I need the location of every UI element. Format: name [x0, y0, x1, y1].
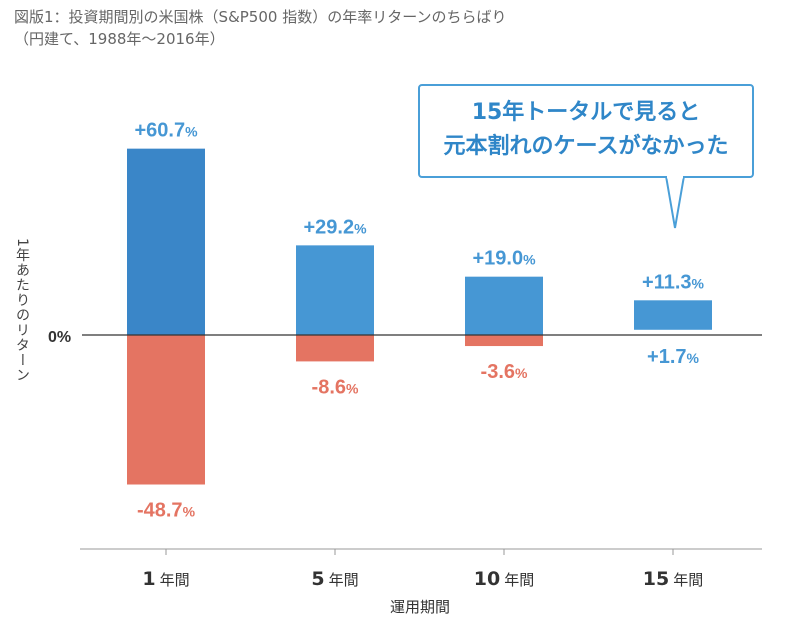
label-max-1: +29.2% [303, 216, 367, 238]
callout-box: 15年トータルで見ると 元本割れのケースがなかった [418, 84, 754, 178]
zero-label: 0% [48, 329, 71, 346]
callout-tail [664, 176, 686, 229]
label-min-0: -48.7% [137, 500, 196, 522]
label-max-2: +19.0% [472, 248, 536, 270]
label-max-0: +60.7% [134, 120, 198, 142]
bar-max-1 [296, 245, 374, 335]
label-min-2: -3.6% [481, 361, 528, 383]
x-tick-label-2: 10 年間 [474, 568, 534, 590]
x-tick-label-1: 5 年間 [311, 568, 358, 590]
chart-title-line1: 図版1：投資期間別の米国株（S&P500 指数）の年率リターンのちらばり [14, 8, 507, 26]
label-max-3: +11.3% [642, 271, 705, 293]
x-tick-label-0: 1 年間 [142, 568, 189, 590]
callout-line2: 元本割れのケースがなかった [443, 134, 729, 159]
x-tick-label-3: 15 年間 [643, 568, 703, 590]
label-min-3: +1.7% [647, 346, 699, 368]
bars-group [127, 148, 712, 485]
chart-subtitle: （円建て、1988年〜2016年） [14, 30, 225, 48]
chart-title: 図版1：投資期間別の米国株（S&P500 指数）の年率リターンのちらばり （円建… [14, 6, 506, 50]
bar-min-2 [465, 335, 543, 347]
bar-max-2 [465, 276, 543, 335]
callout-line1: 15年トータルで見ると [471, 100, 701, 125]
bar-max-3 [634, 300, 712, 330]
bar-min-0 [127, 335, 205, 485]
x-axis-label: 運用期間 [390, 598, 450, 616]
bar-min-1 [296, 335, 374, 362]
y-axis-label: 1年あたりのリターン [14, 238, 30, 383]
labels-group: +60.7% -48.7% 1 年間 +29.2% -8.6% 5 年間 +19.0% -3.6%… [134, 120, 704, 590]
bar-max-0 [127, 148, 205, 335]
callout-text: 15年トータルで見ると 元本割れのケースがなかった [420, 96, 752, 164]
label-min-1: -8.6% [312, 376, 359, 398]
